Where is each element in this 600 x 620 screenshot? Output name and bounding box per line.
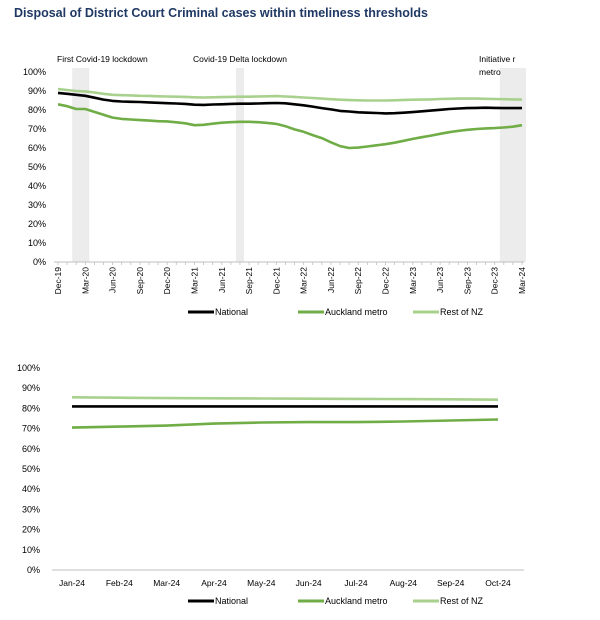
y-tick-label: 70% — [22, 424, 40, 434]
x-tick-label: Feb-24 — [106, 578, 133, 588]
y-tick-label: 30% — [28, 200, 46, 210]
x-tick-label: Dec-23 — [490, 267, 500, 295]
y-tick-label: 20% — [22, 525, 40, 535]
x-tick-label: Aug-24 — [390, 578, 418, 588]
y-tick-label: 80% — [22, 403, 40, 413]
series-line-rest-of-nz — [71, 396, 499, 401]
x-tick-label: Jun-21 — [217, 267, 227, 293]
legend-label: Rest of NZ — [440, 307, 484, 317]
x-tick-label: Jun-23 — [435, 267, 445, 293]
y-tick-label: 40% — [22, 484, 40, 494]
annotation-band — [72, 68, 90, 262]
chart-bottom: Jan-24 Feb-24 Mar-24 Apr-24 May-24 Jun-24 Jul-… — [17, 363, 524, 606]
series-line-auckland-metro — [71, 418, 499, 429]
x-tick-label: Sep-24 — [437, 578, 465, 588]
x-tick-label: Jun-22 — [326, 267, 336, 293]
y-tick-label: 70% — [28, 124, 46, 134]
y-tick-label: 60% — [28, 143, 46, 153]
series-line-rest-of-nz — [57, 87, 523, 102]
annotation-label: First Covid-19 lockdown — [57, 54, 148, 64]
x-tick-label: Dec-22 — [381, 267, 391, 295]
chart-top: Dec-19 Mar-20 Jun-20 Sep-20 Dec-20 Mar-21 Jun-… — [23, 54, 527, 317]
annotation-label: Covid-19 Delta lockdown — [193, 54, 287, 64]
x-tick-label: May-24 — [247, 578, 276, 588]
x-tick-label: Dec-19 — [53, 267, 63, 295]
x-tick-label: Mar-20 — [80, 267, 90, 294]
x-tick-label: Jun-24 — [296, 578, 322, 588]
x-tick-label: Mar-23 — [408, 267, 418, 294]
y-tick-label: 40% — [28, 181, 46, 191]
annotation-band — [235, 68, 244, 262]
chart-title: Disposal of District Court Criminal case… — [14, 6, 428, 20]
y-tick-label: 100% — [17, 363, 40, 373]
x-tick-label: Dec-20 — [162, 267, 172, 295]
y-tick-label: 0% — [33, 257, 46, 267]
x-tick-label: Jul-24 — [344, 578, 367, 588]
x-tick-label: Jan-24 — [59, 578, 85, 588]
x-tick-label: Dec-21 — [271, 267, 281, 295]
legend-label: Auckland metro — [325, 596, 388, 606]
x-tick-label: Mar-24 — [153, 578, 180, 588]
annotation-label: Initiative r — [479, 54, 516, 64]
x-tick-label: Apr-24 — [201, 578, 227, 588]
y-tick-label: 90% — [22, 383, 40, 393]
y-tick-label: 0% — [27, 565, 40, 575]
annotation-band — [499, 68, 526, 262]
x-tick-label: Sep-23 — [462, 267, 472, 295]
y-tick-label: 50% — [28, 162, 46, 172]
y-tick-label: 90% — [28, 86, 46, 96]
legend-label: National — [215, 596, 248, 606]
y-tick-label: 50% — [22, 464, 40, 474]
y-tick-label: 80% — [28, 105, 46, 115]
x-tick-label: Sep-20 — [135, 267, 145, 295]
y-tick-label: 30% — [22, 504, 40, 514]
x-tick-label: Mar-21 — [189, 267, 199, 294]
x-tick-label: Sep-22 — [353, 267, 363, 295]
y-tick-label: 10% — [22, 545, 40, 555]
annotation-label: metro — [479, 67, 501, 77]
y-tick-label: 100% — [23, 67, 46, 77]
x-tick-label: Sep-21 — [244, 267, 254, 295]
y-tick-label: 20% — [28, 219, 46, 229]
y-tick-label: 10% — [28, 238, 46, 248]
legend-label: Auckland metro — [325, 307, 388, 317]
x-tick-label: Jun-20 — [108, 267, 118, 293]
y-tick-label: 60% — [22, 444, 40, 454]
x-tick-label: Mar-22 — [299, 267, 309, 294]
x-tick-label: Oct-24 — [485, 578, 511, 588]
series-line-national — [57, 91, 522, 115]
legend-label: National — [215, 307, 248, 317]
x-tick-label: Mar-24 — [517, 267, 527, 294]
legend-label: Rest of NZ — [440, 596, 484, 606]
series-line-auckland-metro — [57, 103, 523, 150]
